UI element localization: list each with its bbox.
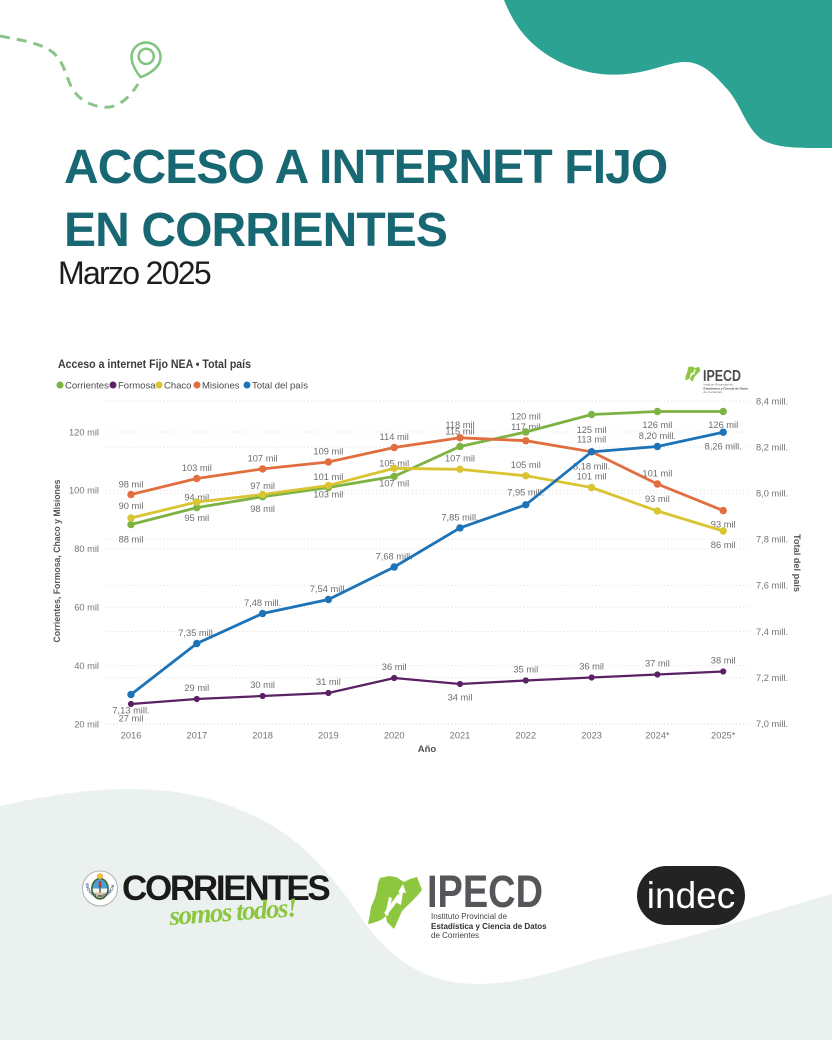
svg-text:8,26 mill.: 8,26 mill. — [705, 441, 742, 451]
svg-text:2017: 2017 — [186, 731, 207, 741]
svg-text:Acceso a internet Fijo NEA • T: Acceso a internet Fijo NEA • Total país — [58, 357, 251, 371]
svg-text:Total del país: Total del país — [252, 381, 308, 392]
svg-text:20 mil: 20 mil — [74, 719, 99, 729]
svg-text:Estadística y Ciencia de Datos: Estadística y Ciencia de Datos — [431, 922, 547, 931]
svg-text:37 mil: 37 mil — [645, 658, 670, 668]
svg-text:103 mil: 103 mil — [313, 489, 343, 499]
svg-text:105 mil: 105 mil — [379, 458, 409, 468]
svg-text:2023: 2023 — [581, 731, 602, 741]
svg-text:2018: 2018 — [252, 731, 273, 741]
svg-text:101 mil: 101 mil — [313, 472, 343, 482]
svg-text:indec: indec — [647, 875, 735, 916]
svg-text:7,2 mill.: 7,2 mill. — [756, 673, 788, 683]
svg-text:126 mil: 126 mil — [642, 420, 672, 430]
svg-text:98 mil: 98 mil — [119, 479, 144, 489]
svg-text:8,20 mill.: 8,20 mill. — [639, 431, 676, 441]
svg-text:2025*: 2025* — [711, 731, 736, 741]
svg-text:8,2 mill.: 8,2 mill. — [756, 442, 788, 452]
svg-text:115 mil: 115 mil — [445, 427, 474, 437]
svg-text:de Corrientes: de Corrientes — [431, 931, 479, 940]
svg-text:de Corrientes: de Corrientes — [704, 390, 723, 394]
svg-text:95 mil: 95 mil — [184, 513, 209, 523]
svg-text:IPECD: IPECD — [703, 368, 741, 385]
svg-text:2022: 2022 — [515, 731, 536, 741]
svg-text:103 mil: 103 mil — [182, 463, 212, 473]
svg-text:7,35 mill.: 7,35 mill. — [178, 628, 215, 638]
svg-text:97 mil: 97 mil — [250, 481, 275, 491]
svg-text:90 mil: 90 mil — [119, 501, 144, 511]
svg-text:Instituto Provincial de: Instituto Provincial de — [431, 912, 508, 921]
svg-text:8,0 mill.: 8,0 mill. — [756, 489, 788, 499]
svg-text:36 mil: 36 mil — [579, 661, 604, 671]
svg-text:7,0 mill.: 7,0 mill. — [756, 719, 788, 729]
svg-text:Formosa: Formosa — [118, 381, 156, 392]
svg-text:7,13 mill.: 7,13 mill. — [112, 705, 149, 715]
svg-text:7,85 mill.: 7,85 mill. — [441, 512, 478, 522]
svg-text:2016: 2016 — [121, 731, 142, 741]
svg-text:107 mil: 107 mil — [248, 453, 278, 463]
svg-text:Corrientes, Formosa, Chaco y M: Corrientes, Formosa, Chaco y Misiones — [52, 480, 63, 643]
svg-text:105 mil: 105 mil — [511, 460, 541, 470]
svg-text:Año: Año — [418, 744, 437, 755]
svg-text:30 mil: 30 mil — [250, 680, 275, 690]
svg-text:27 mil: 27 mil — [119, 713, 144, 723]
svg-text:Total del país: Total del país — [791, 534, 802, 592]
svg-text:7,8 mill.: 7,8 mill. — [756, 535, 788, 545]
svg-text:40 mil: 40 mil — [74, 661, 99, 671]
svg-text:120 mil: 120 mil — [69, 427, 99, 437]
svg-text:7,6 mill.: 7,6 mill. — [756, 581, 788, 591]
svg-text:107 mil: 107 mil — [379, 478, 409, 488]
svg-text:2020: 2020 — [384, 731, 405, 741]
svg-text:ESCUDO PROVINCIAL: ESCUDO PROVINCIAL — [0, 0, 115, 899]
svg-text:88 mil: 88 mil — [119, 534, 144, 544]
svg-text:100 mil: 100 mil — [69, 486, 99, 496]
svg-text:98 mil: 98 mil — [250, 504, 275, 514]
svg-text:36 mil: 36 mil — [382, 662, 407, 672]
svg-text:34 mil: 34 mil — [448, 692, 473, 702]
svg-text:101 mil: 101 mil — [642, 468, 672, 478]
svg-text:107 mil: 107 mil — [445, 453, 475, 463]
svg-text:7,4 mill.: 7,4 mill. — [756, 627, 788, 637]
svg-text:7,95 mill.: 7,95 mill. — [507, 488, 544, 498]
svg-text:29 mil: 29 mil — [184, 683, 209, 693]
svg-text:2019: 2019 — [318, 731, 339, 741]
svg-text:7,54 mill.: 7,54 mill. — [310, 584, 347, 594]
svg-text:35 mil: 35 mil — [513, 664, 538, 674]
svg-text:IPECD: IPECD — [427, 866, 543, 917]
svg-text:94 mil: 94 mil — [184, 492, 209, 502]
svg-text:113 mil: 113 mil — [577, 434, 606, 444]
svg-text:109 mil: 109 mil — [313, 446, 343, 456]
svg-text:126 mil: 126 mil — [708, 420, 738, 430]
svg-text:8,18 mill.: 8,18 mill. — [573, 461, 610, 471]
svg-text:86 mil: 86 mil — [711, 540, 736, 550]
svg-text:2021: 2021 — [450, 731, 471, 741]
svg-text:7,68 mill.: 7,68 mill. — [376, 551, 413, 561]
svg-text:118 mil: 118 mil — [445, 420, 474, 430]
svg-text:114 mil: 114 mil — [380, 432, 409, 442]
svg-text:7,48 mill.: 7,48 mill. — [244, 598, 281, 608]
svg-text:120 mil: 120 mil — [511, 412, 541, 422]
svg-text:80 mil: 80 mil — [74, 544, 99, 554]
svg-text:8,4 mill.: 8,4 mill. — [756, 396, 788, 406]
svg-text:CORRIENTES: CORRIENTES — [122, 869, 329, 908]
svg-text:93 mil: 93 mil — [711, 519, 736, 529]
svg-text:2024*: 2024* — [645, 731, 670, 741]
svg-text:Corrientes: Corrientes — [65, 381, 109, 392]
svg-text:38 mil: 38 mil — [711, 655, 736, 665]
svg-text:Estadística y Ciencia de Datos: Estadística y Ciencia de Datos — [704, 386, 749, 390]
svg-text:101 mil: 101 mil — [577, 471, 607, 481]
svg-text:31 mil: 31 mil — [316, 677, 341, 687]
svg-text:Chaco: Chaco — [164, 381, 191, 392]
svg-text:117 mil: 117 mil — [511, 422, 540, 432]
svg-text:Instituto Provincial de: Instituto Provincial de — [704, 383, 734, 387]
svg-text:93 mil: 93 mil — [645, 494, 670, 504]
svg-text:Misiones: Misiones — [202, 381, 240, 392]
svg-text:125 mil: 125 mil — [577, 425, 607, 435]
svg-text:60 mil: 60 mil — [74, 603, 99, 613]
